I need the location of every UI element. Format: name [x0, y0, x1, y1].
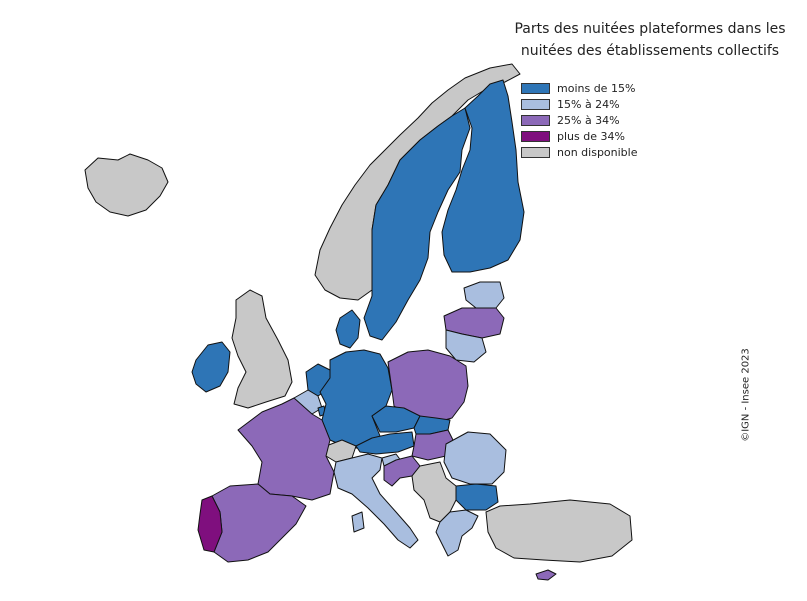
- legend-item: moins de 15%: [521, 80, 638, 96]
- country-sweden: [363, 107, 471, 341]
- legend-swatch: [521, 114, 550, 126]
- country-lithuania: [445, 329, 487, 363]
- country-ireland: [191, 341, 231, 393]
- map-title-line-2: nuitées des établissements collectifs: [520, 43, 780, 59]
- legend: moins de 15% 15% à 24% 25% à 34% plus de…: [521, 80, 638, 160]
- country-denmark: [335, 309, 361, 349]
- country-finland: [441, 79, 525, 273]
- legend-label: plus de 34%: [557, 129, 625, 143]
- country-romania: [443, 431, 507, 485]
- legend-swatch: [521, 98, 550, 110]
- legend-label: 25% à 34%: [557, 113, 620, 127]
- country-greece: [435, 509, 479, 557]
- country-turkey: [485, 499, 633, 563]
- country-western-balkans: [411, 461, 457, 523]
- legend-label: 15% à 24%: [557, 97, 620, 111]
- legend-item: plus de 34%: [521, 128, 638, 144]
- country-poland: [387, 349, 469, 425]
- legend-item: 25% à 34%: [521, 112, 638, 128]
- legend-label: non disponible: [557, 145, 638, 159]
- legend-swatch: [521, 146, 550, 158]
- country-cyprus: [535, 569, 557, 581]
- country-italy: [333, 453, 419, 549]
- country-iceland: [84, 153, 169, 217]
- country-portugal: [197, 495, 223, 553]
- legend-item: non disponible: [521, 144, 638, 160]
- legend-swatch: [521, 130, 550, 142]
- legend-swatch: [521, 82, 550, 94]
- country-france: [237, 397, 335, 501]
- country-bulgaria: [455, 483, 499, 511]
- copyright-notice: ©IGN - Insee 2023: [740, 348, 752, 442]
- country-uk: [231, 289, 293, 409]
- country-estonia: [463, 281, 505, 309]
- country-germany: [319, 349, 393, 449]
- legend-item: 15% à 24%: [521, 96, 638, 112]
- legend-label: moins de 15%: [557, 81, 636, 95]
- map-title-line-1: Parts des nuitées plateformes dans les: [514, 21, 786, 37]
- country-spain: [211, 483, 307, 563]
- map-title: Parts des nuitées plateformes dans les n…: [500, 18, 800, 62]
